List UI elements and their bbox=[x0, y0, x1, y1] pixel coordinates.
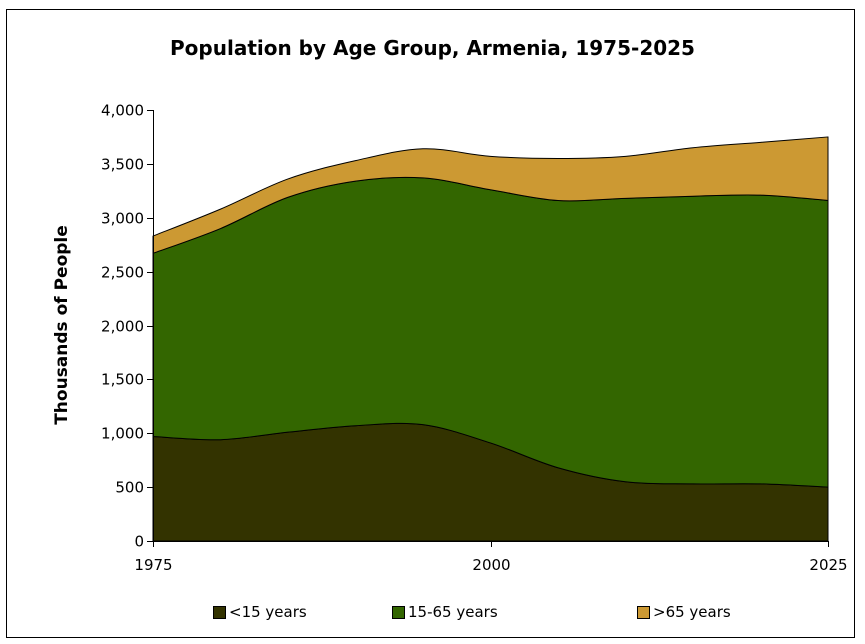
legend-label: <15 years bbox=[229, 603, 307, 621]
x-tick-label: 2000 bbox=[472, 556, 510, 574]
y-tick-label: 3,500 bbox=[101, 156, 144, 174]
y-tick-label: 3,000 bbox=[101, 210, 144, 228]
legend-swatch bbox=[637, 605, 650, 619]
legend-swatch bbox=[213, 605, 226, 619]
area-series-group bbox=[152, 136, 829, 542]
y-tick-label: 1,500 bbox=[101, 371, 144, 389]
y-tick-label: 4,000 bbox=[101, 102, 144, 120]
chart-title: Population by Age Group, Armenia, 1975-2… bbox=[170, 36, 695, 60]
x-tick-label: 2025 bbox=[809, 556, 847, 574]
x-tick-label: 1975 bbox=[134, 556, 172, 574]
area-series-2 bbox=[152, 136, 829, 254]
legend-swatch bbox=[392, 605, 405, 619]
axes-group: 0 500 1,000 1,500 2,000 2,500 3,000 3,500 4,000 1… bbox=[101, 102, 848, 575]
legend-item: >65 years bbox=[637, 603, 731, 621]
y-tick-label: 2,500 bbox=[101, 264, 144, 282]
legend-label: >65 years bbox=[653, 603, 731, 621]
legend-label: 15-65 years bbox=[408, 603, 498, 621]
y-tick-label: 500 bbox=[115, 479, 144, 497]
y-tick-label: 0 bbox=[134, 533, 144, 551]
legend: <15 years 15-65 years >65 years bbox=[0, 603, 865, 623]
y-tick-label: 1,000 bbox=[101, 425, 144, 443]
legend-item: 15-65 years bbox=[392, 603, 498, 621]
y-tick-label: 2,000 bbox=[101, 318, 144, 336]
legend-item: <15 years bbox=[213, 603, 307, 621]
